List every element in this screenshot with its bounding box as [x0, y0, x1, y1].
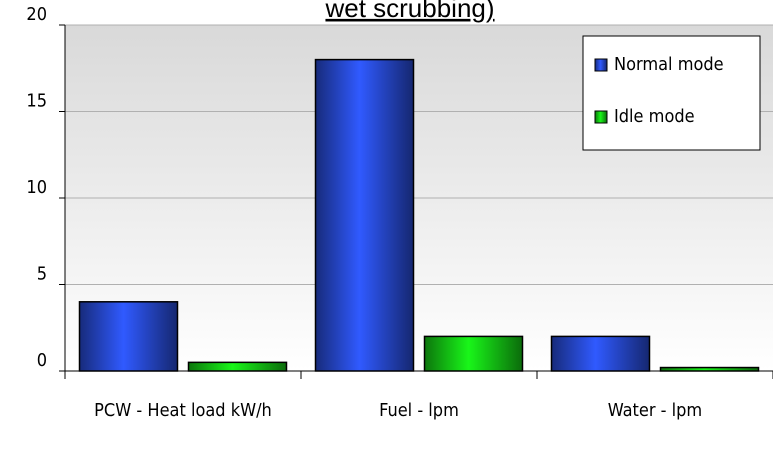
legend-label: Idle mode: [614, 106, 695, 127]
x-tick-label: Fuel - lpm: [379, 400, 459, 421]
bar: [423, 335, 524, 372]
chart-title: wet scrubbing): [324, 0, 494, 23]
bar: [78, 301, 179, 372]
y-tick-label: 20: [26, 4, 47, 25]
legend: [582, 35, 761, 151]
legend-swatch: [594, 58, 608, 72]
legend-swatch: [594, 110, 608, 124]
bar: [659, 366, 760, 372]
x-tick-label: Water - lpm: [607, 400, 703, 421]
bar: [550, 335, 651, 372]
y-tick-label: 0: [37, 350, 47, 371]
bar: [314, 58, 415, 372]
x-tick-label: PCW - Heat load kW/h: [94, 400, 272, 421]
bar: [187, 361, 288, 372]
y-tick-label: 15: [26, 91, 47, 112]
y-tick-label: 10: [26, 177, 47, 198]
legend-label: Normal mode: [614, 54, 724, 75]
y-tick-label: 5: [37, 264, 47, 285]
